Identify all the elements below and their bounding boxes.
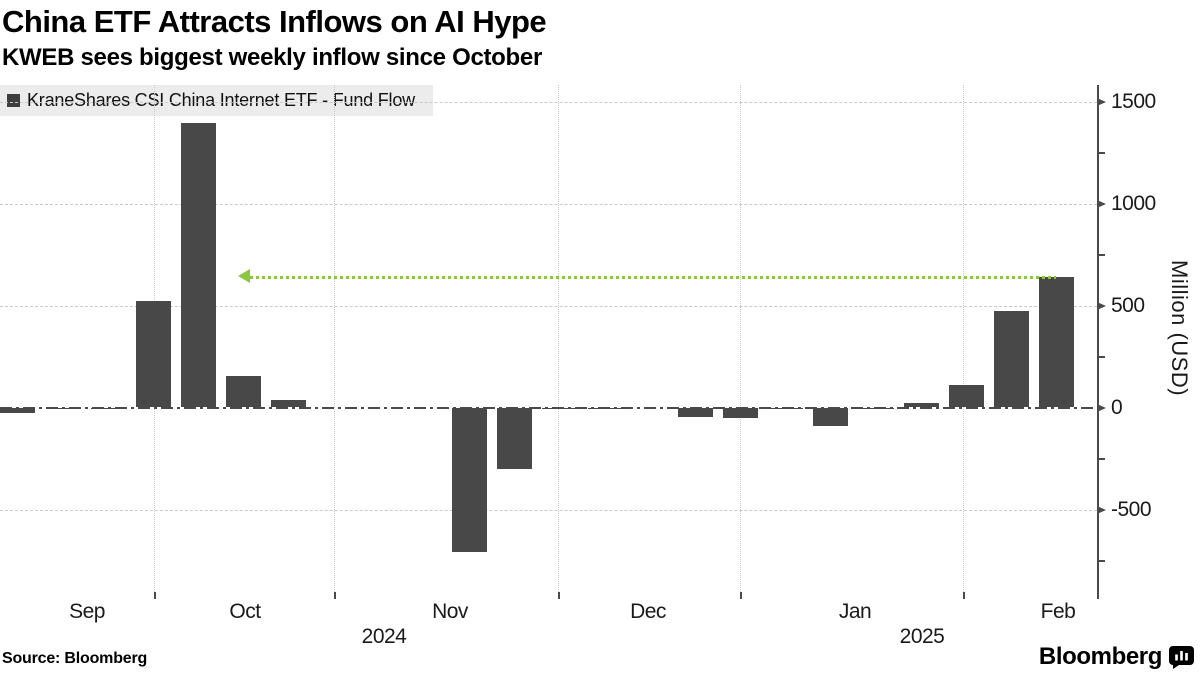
bloomberg-logo: Bloomberg bbox=[1039, 643, 1194, 671]
plot-area: 1500 1000 500 0 -500 Sep Oct Nov Dec Jan Feb 2024 20… bbox=[0, 85, 1200, 648]
fund-flow-bar bbox=[0, 407, 36, 413]
x-year-label: 2024 bbox=[361, 625, 407, 648]
fund-flow-bar bbox=[542, 407, 578, 410]
y-tick-label: 0 bbox=[1111, 395, 1123, 419]
x-month-label: Dec bbox=[630, 600, 666, 623]
fund-flow-bar bbox=[677, 407, 713, 417]
fund-flow-bar bbox=[452, 407, 488, 553]
y-gridline bbox=[0, 203, 1097, 205]
fund-flow-bar bbox=[813, 407, 849, 426]
fund-flow-bar bbox=[587, 407, 623, 409]
fund-flow-bar bbox=[723, 407, 759, 418]
month-gridline bbox=[740, 85, 741, 592]
y-minor-tick bbox=[1097, 457, 1105, 460]
fund-flow-bar bbox=[768, 407, 804, 409]
x-month-label: Sep bbox=[69, 600, 105, 623]
y-tick-label: -500 bbox=[1111, 497, 1152, 521]
fund-flow-bar bbox=[497, 407, 533, 469]
y-major-tick bbox=[1097, 505, 1106, 514]
y-gridline bbox=[0, 101, 1097, 103]
x-month-label: Jan bbox=[838, 600, 872, 623]
y-minor-tick bbox=[1097, 355, 1105, 358]
y-major-tick bbox=[1097, 301, 1106, 310]
legend: KraneShares CSI China Internet ETF - Fun… bbox=[0, 85, 433, 116]
fund-flow-bar bbox=[1039, 276, 1075, 408]
x-axis-tick bbox=[334, 592, 336, 599]
fund-flow-bar bbox=[181, 122, 217, 408]
x-axis-tick bbox=[558, 592, 560, 599]
x-month-label: Nov bbox=[432, 600, 468, 623]
fund-flow-bar bbox=[858, 407, 894, 409]
fund-flow-bar bbox=[948, 385, 984, 408]
y-tick-label: 500 bbox=[1111, 293, 1145, 317]
y-gridline bbox=[0, 305, 1097, 307]
fund-flow-bar bbox=[271, 400, 307, 408]
y-major-tick bbox=[1097, 403, 1106, 412]
y-tick-label: 1500 bbox=[1111, 89, 1156, 113]
x-axis-tick bbox=[154, 592, 156, 599]
y-major-tick bbox=[1097, 199, 1106, 208]
bloomberg-logo-text: Bloomberg bbox=[1038, 643, 1162, 670]
y-minor-tick bbox=[1097, 253, 1105, 256]
y-minor-tick bbox=[1097, 151, 1105, 154]
fund-flow-bar bbox=[135, 301, 171, 408]
bloomberg-logo-icon bbox=[1169, 645, 1194, 669]
fund-flow-bar bbox=[45, 407, 81, 409]
annotation-arrowhead-left bbox=[238, 268, 250, 283]
x-axis-tick bbox=[963, 592, 965, 599]
legend-series-marker bbox=[7, 94, 20, 107]
annotation-dotted-line bbox=[250, 275, 1056, 279]
month-gridline bbox=[963, 85, 964, 592]
month-gridline bbox=[334, 85, 335, 592]
y-gridline bbox=[0, 509, 1097, 511]
fund-flow-bar bbox=[90, 407, 126, 409]
y-axis-line bbox=[1097, 85, 1099, 592]
chart-subtitle: KWEB sees biggest weekly inflow since Oc… bbox=[2, 44, 542, 71]
legend-series-label: KraneShares CSI China Internet ETF - Fun… bbox=[27, 90, 415, 110]
fund-flow-bar bbox=[226, 375, 262, 408]
x-year-label: 2025 bbox=[899, 625, 945, 648]
y-axis-title: Million (USD) bbox=[1167, 260, 1192, 397]
y-minor-tick bbox=[1097, 559, 1105, 562]
source-attribution: Source: Bloomberg bbox=[2, 650, 148, 667]
fund-flow-bar bbox=[994, 310, 1030, 408]
y-major-tick bbox=[1097, 97, 1106, 106]
x-month-label: Feb bbox=[1040, 600, 1076, 623]
x-axis-tick bbox=[740, 592, 742, 599]
x-axis-tick bbox=[1097, 592, 1099, 599]
fund-flow-bar bbox=[903, 403, 939, 408]
x-month-label: Oct bbox=[229, 600, 261, 623]
month-gridline bbox=[558, 85, 559, 592]
y-tick-label: 1000 bbox=[1111, 191, 1156, 215]
chart-title: China ETF Attracts Inflows on AI Hype bbox=[2, 4, 547, 39]
